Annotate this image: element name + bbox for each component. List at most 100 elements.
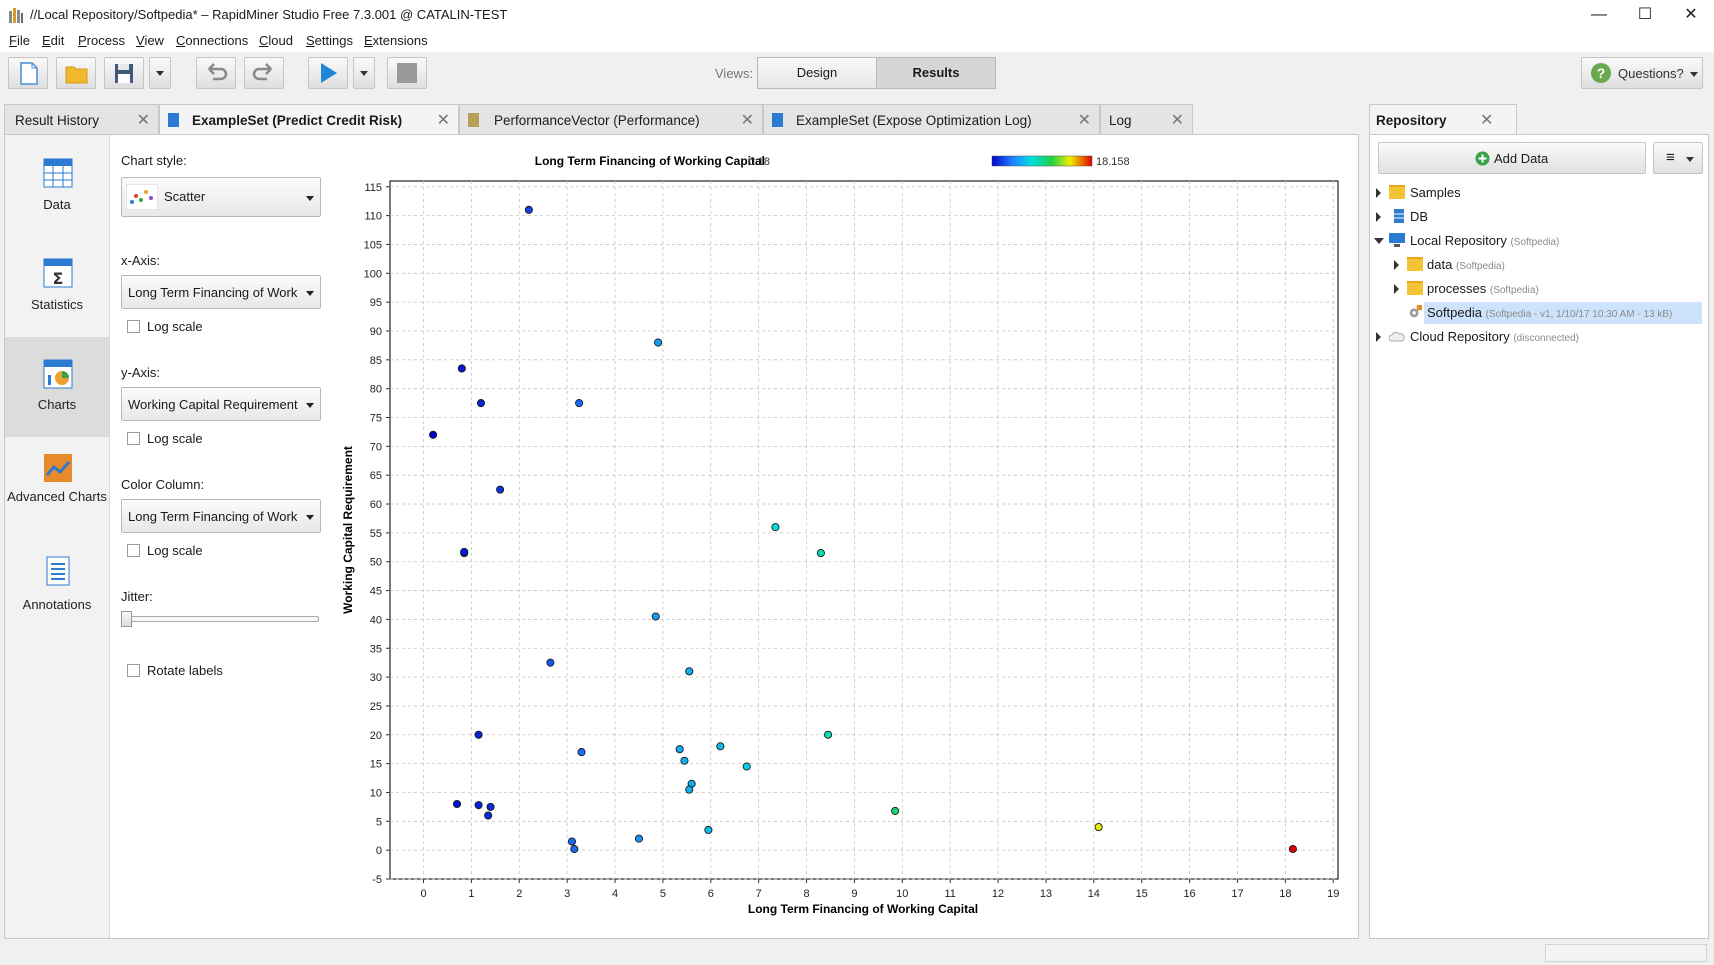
scatter-point[interactable] bbox=[452, 799, 462, 809]
tab-log[interactable]: Log ✕ bbox=[1100, 104, 1193, 135]
scatter-point[interactable] bbox=[496, 485, 505, 494]
scatter-point[interactable] bbox=[816, 549, 825, 558]
scatter-point[interactable] bbox=[1288, 844, 1297, 854]
scatter-point[interactable] bbox=[716, 742, 725, 751]
menu-connections[interactable]: Connections bbox=[176, 33, 249, 48]
results-view-button[interactable]: Results bbox=[876, 57, 996, 89]
scatter-point[interactable] bbox=[484, 811, 493, 820]
close-icon[interactable]: ✕ bbox=[1077, 112, 1091, 129]
scatter-point[interactable] bbox=[567, 837, 576, 846]
scatter-point[interactable] bbox=[685, 785, 694, 794]
scatter-point[interactable] bbox=[742, 762, 751, 771]
scatter-point[interactable] bbox=[429, 430, 438, 439]
tree-item-samples[interactable]: Samples bbox=[1372, 182, 1702, 204]
color-column-select[interactable]: Long Term Financing of Worki... bbox=[121, 499, 321, 533]
menu-process[interactable]: Process bbox=[78, 33, 125, 48]
repository-menu-button[interactable]: ≡ bbox=[1653, 142, 1703, 174]
scatter-point[interactable] bbox=[486, 802, 495, 811]
redo-icon bbox=[252, 63, 272, 81]
nav-data[interactable]: Data bbox=[5, 146, 109, 246]
tab-performance-vector[interactable]: PerformanceVector (Performance) ✕ bbox=[459, 104, 763, 135]
save-options-dropdown[interactable] bbox=[149, 57, 171, 89]
scatter-point[interactable] bbox=[460, 547, 469, 556]
color-log-scale-checkbox[interactable] bbox=[127, 544, 140, 557]
scatter-point[interactable] bbox=[474, 730, 483, 739]
stop-process-button[interactable] bbox=[387, 57, 427, 89]
open-process-button[interactable] bbox=[56, 57, 96, 89]
maximize-button[interactable]: ☐ bbox=[1637, 6, 1653, 23]
tab-exampleset-optimization-log[interactable]: ExampleSet (Expose Optimization Log) ✕ bbox=[763, 104, 1100, 135]
jitter-slider-track[interactable] bbox=[121, 616, 319, 622]
scatter-point[interactable] bbox=[546, 658, 555, 667]
scatter-point[interactable] bbox=[570, 844, 579, 854]
y-log-scale-checkbox[interactable] bbox=[127, 432, 140, 445]
menu-edit[interactable]: Edit bbox=[42, 33, 65, 48]
questions-button[interactable]: ? Questions? bbox=[1581, 57, 1703, 89]
redo-button[interactable] bbox=[244, 57, 284, 89]
scatter-point[interactable] bbox=[476, 399, 486, 408]
close-icon[interactable]: ✕ bbox=[740, 112, 754, 129]
menu-extensions[interactable]: Extensions bbox=[364, 33, 428, 48]
scatter-point[interactable] bbox=[651, 612, 660, 621]
nav-annotations[interactable]: Annotations bbox=[5, 540, 109, 640]
scatter-point[interactable] bbox=[577, 748, 586, 757]
tree-item-db[interactable]: DB bbox=[1372, 206, 1702, 228]
chart-style-select[interactable]: Scatter bbox=[121, 177, 321, 217]
scatter-point[interactable] bbox=[824, 730, 833, 739]
scatter-point[interactable] bbox=[474, 801, 483, 810]
minimize-button[interactable]: — bbox=[1591, 6, 1607, 23]
scatter-chart[interactable]: Long Term Financing of Working Capital 0… bbox=[340, 150, 1355, 930]
close-icon[interactable]: ✕ bbox=[436, 112, 450, 129]
scatter-point[interactable] bbox=[675, 745, 684, 754]
menu-settings[interactable]: Settings bbox=[306, 33, 353, 48]
tree-item-softpedia-process[interactable]: Softpedia (Softpedia - v1, 1/10/17 10:30… bbox=[1372, 302, 1702, 324]
menu-icon: ≡ bbox=[1666, 149, 1675, 166]
x-log-scale-checkbox[interactable] bbox=[127, 320, 140, 333]
scatter-point[interactable] bbox=[680, 756, 689, 765]
x-axis-select[interactable]: Long Term Financing of Worki... bbox=[121, 275, 321, 309]
scatter-point[interactable] bbox=[891, 806, 900, 815]
save-process-button[interactable] bbox=[104, 57, 144, 89]
run-options-dropdown[interactable] bbox=[353, 57, 375, 89]
close-icon[interactable]: ✕ bbox=[1170, 112, 1184, 129]
menu-cloud[interactable]: Cloud bbox=[259, 33, 293, 48]
y-axis-select[interactable]: Working Capital Requirement bbox=[121, 387, 321, 421]
scatter-point[interactable] bbox=[685, 667, 694, 676]
questions-label: Questions? bbox=[1618, 66, 1684, 81]
run-process-button[interactable] bbox=[308, 57, 348, 89]
tree-item-data[interactable]: data (Softpedia) bbox=[1372, 254, 1702, 276]
add-data-button[interactable]: Add Data bbox=[1378, 142, 1646, 174]
jitter-slider-handle[interactable] bbox=[121, 611, 132, 627]
scatter-point[interactable] bbox=[1094, 823, 1103, 832]
tree-item-processes[interactable]: processes (Softpedia) bbox=[1372, 278, 1702, 300]
scatter-point[interactable] bbox=[634, 834, 644, 843]
design-view-button[interactable]: Design bbox=[757, 57, 877, 89]
annotations-icon bbox=[46, 556, 70, 586]
close-icon[interactable]: ✕ bbox=[136, 112, 150, 129]
scatter-point[interactable] bbox=[457, 364, 466, 373]
new-process-button[interactable] bbox=[8, 57, 48, 89]
tab-exampleset-predict-credit-risk[interactable]: ExampleSet (Predict Credit Risk) ✕ bbox=[159, 104, 459, 135]
tree-item-local-repository[interactable]: Local Repository (Softpedia) bbox=[1372, 230, 1702, 252]
scatter-point[interactable] bbox=[524, 205, 533, 214]
selection-highlight bbox=[1424, 302, 1702, 324]
close-icon[interactable]: ✕ bbox=[1480, 112, 1494, 129]
menu-file[interactable]: File bbox=[9, 33, 30, 48]
rotate-labels-checkbox[interactable] bbox=[127, 664, 140, 677]
scatter-point[interactable] bbox=[771, 523, 780, 532]
repository-tab[interactable]: Repository ✕ bbox=[1369, 104, 1517, 135]
scatter-point[interactable] bbox=[654, 338, 663, 347]
scatter-point[interactable] bbox=[575, 399, 584, 408]
x-log-scale-label: Log scale bbox=[147, 319, 203, 334]
nav-advanced-charts[interactable]: Advanced Charts bbox=[5, 437, 109, 537]
tree-item-cloud-repository[interactable]: Cloud Repository (disconnected) bbox=[1372, 326, 1702, 348]
nav-charts[interactable]: Charts bbox=[5, 337, 109, 437]
nav-statistics[interactable]: Σ Statistics bbox=[5, 246, 109, 346]
save-icon bbox=[115, 64, 133, 83]
tab-result-history[interactable]: Result History ✕ bbox=[4, 104, 159, 135]
undo-button[interactable] bbox=[196, 57, 236, 89]
close-window-button[interactable]: ✕ bbox=[1684, 6, 1698, 23]
menu-view[interactable]: View bbox=[136, 33, 164, 48]
stop-icon bbox=[397, 63, 417, 83]
scatter-point[interactable] bbox=[704, 825, 713, 835]
